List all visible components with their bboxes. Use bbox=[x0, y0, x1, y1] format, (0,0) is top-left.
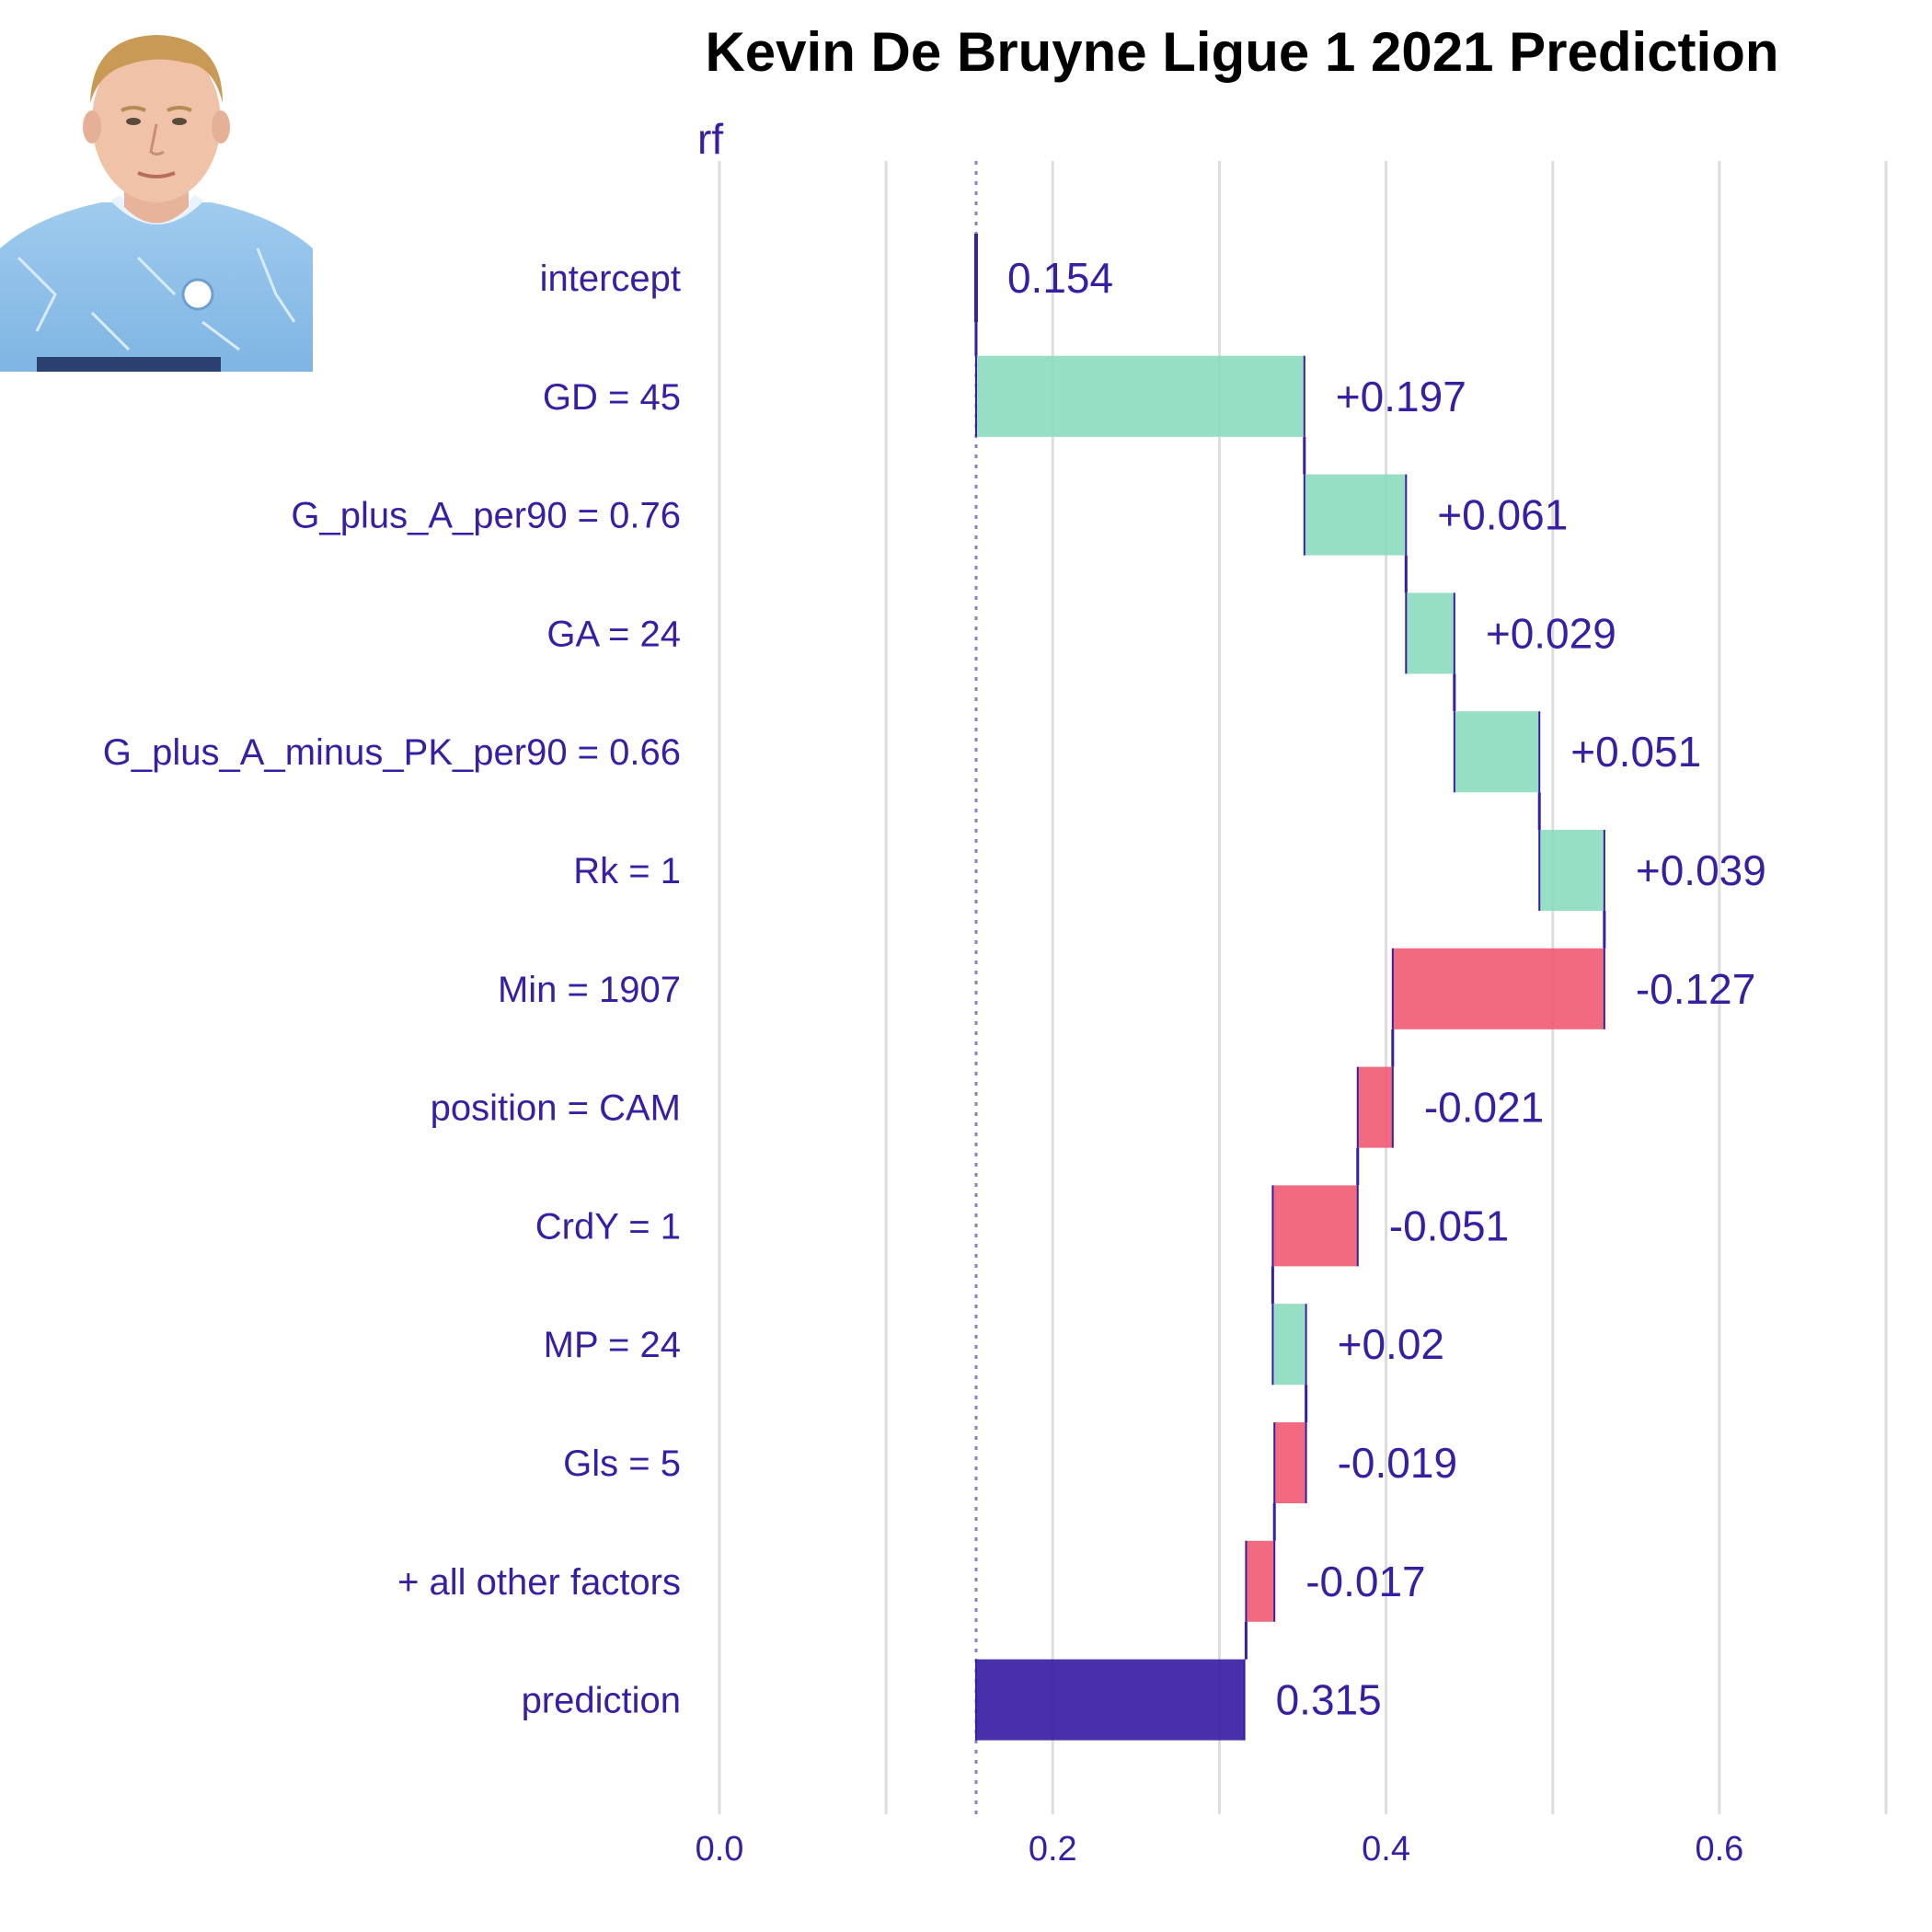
bar-7 bbox=[1357, 1066, 1393, 1148]
x-tick-label: 0.0 bbox=[696, 1830, 744, 1869]
value-label: -0.021 bbox=[1424, 1084, 1544, 1132]
chart-title: Kevin De Bruyne Ligue 1 2021 Prediction bbox=[705, 21, 1779, 83]
bar-3 bbox=[1406, 592, 1455, 674]
value-label: +0.051 bbox=[1570, 728, 1701, 776]
labels: 0.0 0.2 0.4 0.6 intercept 0.154 GD = 45 +0.197 G… bbox=[103, 254, 1766, 1869]
value-label: +0.197 bbox=[1336, 373, 1466, 420]
value-label: -0.019 bbox=[1338, 1439, 1457, 1487]
value-label: -0.127 bbox=[1636, 965, 1755, 1013]
value-label: -0.017 bbox=[1305, 1558, 1425, 1605]
bar-6 bbox=[1392, 948, 1604, 1029]
category-label: Gls = 5 bbox=[563, 1443, 681, 1484]
value-label: 0.315 bbox=[1276, 1676, 1382, 1724]
value-label: +0.02 bbox=[1338, 1320, 1444, 1368]
bar-5 bbox=[1539, 830, 1604, 911]
category-label: Rk = 1 bbox=[573, 851, 681, 891]
category-label: G_plus_A_per90 = 0.76 bbox=[291, 496, 681, 536]
player-portrait-icon bbox=[0, 35, 313, 372]
value-label: +0.029 bbox=[1486, 609, 1616, 657]
category-label: prediction bbox=[522, 1681, 681, 1721]
value-label: 0.154 bbox=[1007, 254, 1113, 302]
value-label: +0.061 bbox=[1437, 491, 1568, 539]
bar-4 bbox=[1454, 711, 1540, 793]
value-label: -0.051 bbox=[1389, 1202, 1509, 1249]
category-label: GD = 45 bbox=[543, 377, 681, 418]
bar-1 bbox=[975, 355, 1305, 437]
category-label: + all other factors bbox=[397, 1562, 681, 1603]
category-label: intercept bbox=[540, 259, 681, 299]
category-label: GA = 24 bbox=[546, 614, 681, 654]
bars bbox=[973, 234, 1606, 1741]
value-label: +0.039 bbox=[1636, 846, 1766, 894]
bar-11 bbox=[1246, 1540, 1275, 1622]
x-tick-label: 0.6 bbox=[1695, 1830, 1743, 1869]
x-tick-label: 0.2 bbox=[1029, 1830, 1077, 1869]
category-label: Min = 1907 bbox=[498, 970, 681, 1010]
category-label: G_plus_A_minus_PK_per90 = 0.66 bbox=[103, 732, 681, 773]
category-label: position = CAM bbox=[431, 1088, 681, 1129]
category-label: MP = 24 bbox=[544, 1325, 681, 1365]
bar-8 bbox=[1272, 1185, 1358, 1267]
bar-2 bbox=[1304, 474, 1407, 556]
category-label: CrdY = 1 bbox=[535, 1206, 681, 1247]
bar-10 bbox=[1274, 1422, 1306, 1503]
bar-12 bbox=[975, 1659, 1245, 1741]
x-tick-label: 0.4 bbox=[1362, 1830, 1410, 1869]
model-label: rf bbox=[697, 115, 724, 163]
bar-9 bbox=[1272, 1304, 1306, 1386]
